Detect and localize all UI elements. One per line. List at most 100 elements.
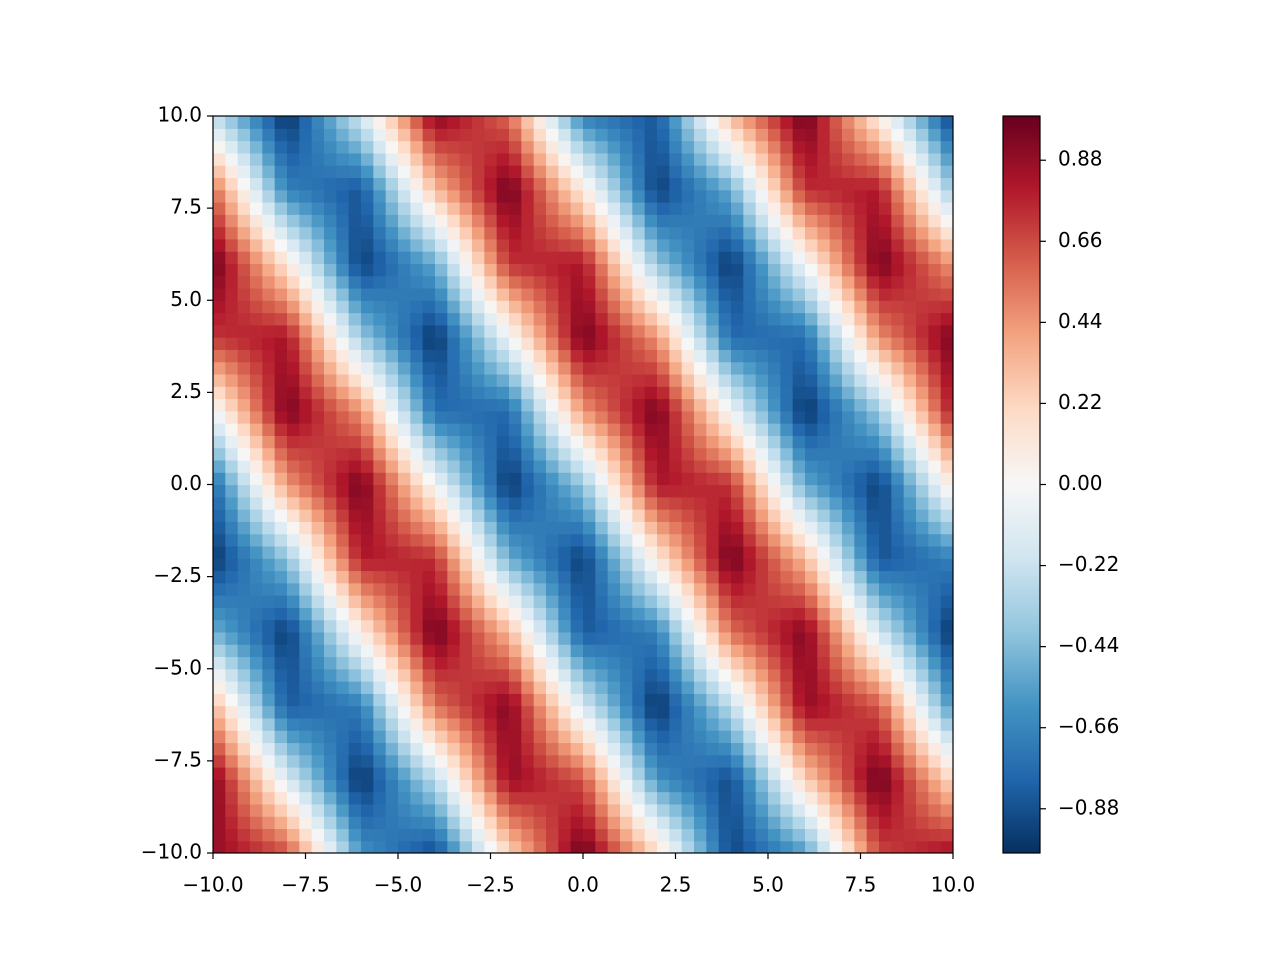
- contour-cell: [398, 754, 411, 768]
- contour-cell: [854, 116, 868, 129]
- contour-cell: [829, 459, 843, 473]
- contour-cell: [916, 165, 929, 179]
- contour-cell: [792, 386, 806, 400]
- contour-cell: [299, 570, 313, 584]
- contour-cell: [509, 607, 522, 621]
- contour-cell: [706, 484, 720, 498]
- contour-cell: [928, 742, 942, 756]
- contour-cell: [607, 275, 621, 289]
- contour-cell: [743, 189, 757, 203]
- contour-cell: [459, 410, 473, 424]
- contour-cell: [903, 251, 917, 264]
- contour-cell: [866, 570, 880, 584]
- contour-cell: [385, 140, 399, 154]
- contour-cell: [632, 459, 646, 473]
- contour-cell: [607, 521, 621, 535]
- contour-cell: [805, 791, 818, 805]
- contour-cell: [558, 324, 572, 338]
- contour-cell: [669, 349, 683, 363]
- contour-cell: [509, 730, 522, 744]
- contour-cell: [447, 459, 461, 473]
- contour-cell: [472, 152, 485, 166]
- contour-cell: [496, 607, 510, 621]
- contour-cell: [213, 410, 226, 424]
- contour-cell: [447, 201, 461, 215]
- contour-cell: [521, 263, 535, 277]
- contour-cell: [805, 521, 818, 535]
- contour-cell: [311, 128, 325, 142]
- contour-cell: [336, 545, 350, 559]
- contour-cell: [669, 423, 683, 436]
- contour-cell: [632, 373, 646, 387]
- contour-cell: [743, 398, 757, 412]
- contour-cell: [533, 570, 547, 584]
- contour-cell: [768, 754, 781, 768]
- contour-cell: [287, 398, 300, 412]
- contour-cell: [533, 116, 547, 129]
- contour-cell: [866, 754, 880, 768]
- contour-cell: [373, 619, 387, 633]
- contour-cell: [311, 742, 325, 756]
- contour-cell: [681, 459, 695, 473]
- contour-cell: [324, 459, 337, 473]
- contour-cell: [459, 607, 473, 621]
- contour-cell: [928, 840, 942, 853]
- contour-cell: [879, 263, 892, 277]
- contour-cell: [509, 214, 522, 228]
- contour-cell: [262, 116, 276, 129]
- contour-cell: [509, 521, 522, 535]
- contour-cell: [595, 582, 609, 596]
- contour-cell: [435, 730, 448, 744]
- contour-cell: [866, 165, 880, 179]
- contour-cell: [410, 152, 424, 166]
- contour-cell: [558, 681, 572, 694]
- contour-cell: [854, 398, 868, 412]
- contour-cell: [558, 767, 572, 780]
- contour-cell: [718, 435, 732, 449]
- contour-cell: [583, 140, 596, 154]
- contour-cell: [903, 619, 917, 633]
- contour-cell: [213, 201, 226, 215]
- contour-cell: [755, 742, 769, 756]
- contour-cell: [780, 472, 794, 486]
- contour-cell: [928, 828, 942, 842]
- contour-cell: [472, 631, 485, 645]
- contour-cell: [558, 214, 572, 228]
- contour-cell: [879, 312, 892, 326]
- contour-cell: [435, 116, 448, 129]
- contour-cell: [361, 791, 374, 805]
- contour-cell: [657, 533, 670, 547]
- contour-cell: [681, 828, 695, 842]
- contour-cell: [558, 165, 572, 179]
- contour-cell: [842, 484, 855, 498]
- contour-cell: [287, 816, 300, 830]
- contour-cell: [940, 521, 953, 535]
- contour-cell: [546, 582, 559, 596]
- contour-cell: [595, 386, 609, 400]
- contour-cell: [373, 767, 387, 780]
- contour-cell: [743, 275, 757, 289]
- contour-cell: [213, 214, 226, 228]
- contour-cell: [891, 484, 905, 498]
- contour-cell: [237, 668, 251, 682]
- contour-cell: [891, 300, 905, 314]
- contour-cell: [805, 730, 818, 744]
- contour-cell: [348, 312, 362, 326]
- contour-cell: [792, 619, 806, 633]
- contour-cell: [916, 619, 929, 633]
- contour-cell: [299, 533, 313, 547]
- contour-cell: [311, 189, 325, 203]
- contour-cell: [755, 619, 769, 633]
- contour-cell: [607, 251, 621, 264]
- contour-cell: [225, 128, 239, 142]
- contour-cell: [595, 263, 609, 277]
- contour-cell: [484, 644, 498, 658]
- colorbar-tick-label: 0.22: [1058, 390, 1103, 414]
- contour-cell: [768, 287, 781, 301]
- contour-cell: [213, 828, 226, 842]
- contour-cell: [694, 717, 707, 731]
- contour-cell: [866, 631, 880, 645]
- contour-cell: [940, 717, 953, 731]
- contour-cell: [410, 730, 424, 744]
- contour-cell: [410, 410, 424, 424]
